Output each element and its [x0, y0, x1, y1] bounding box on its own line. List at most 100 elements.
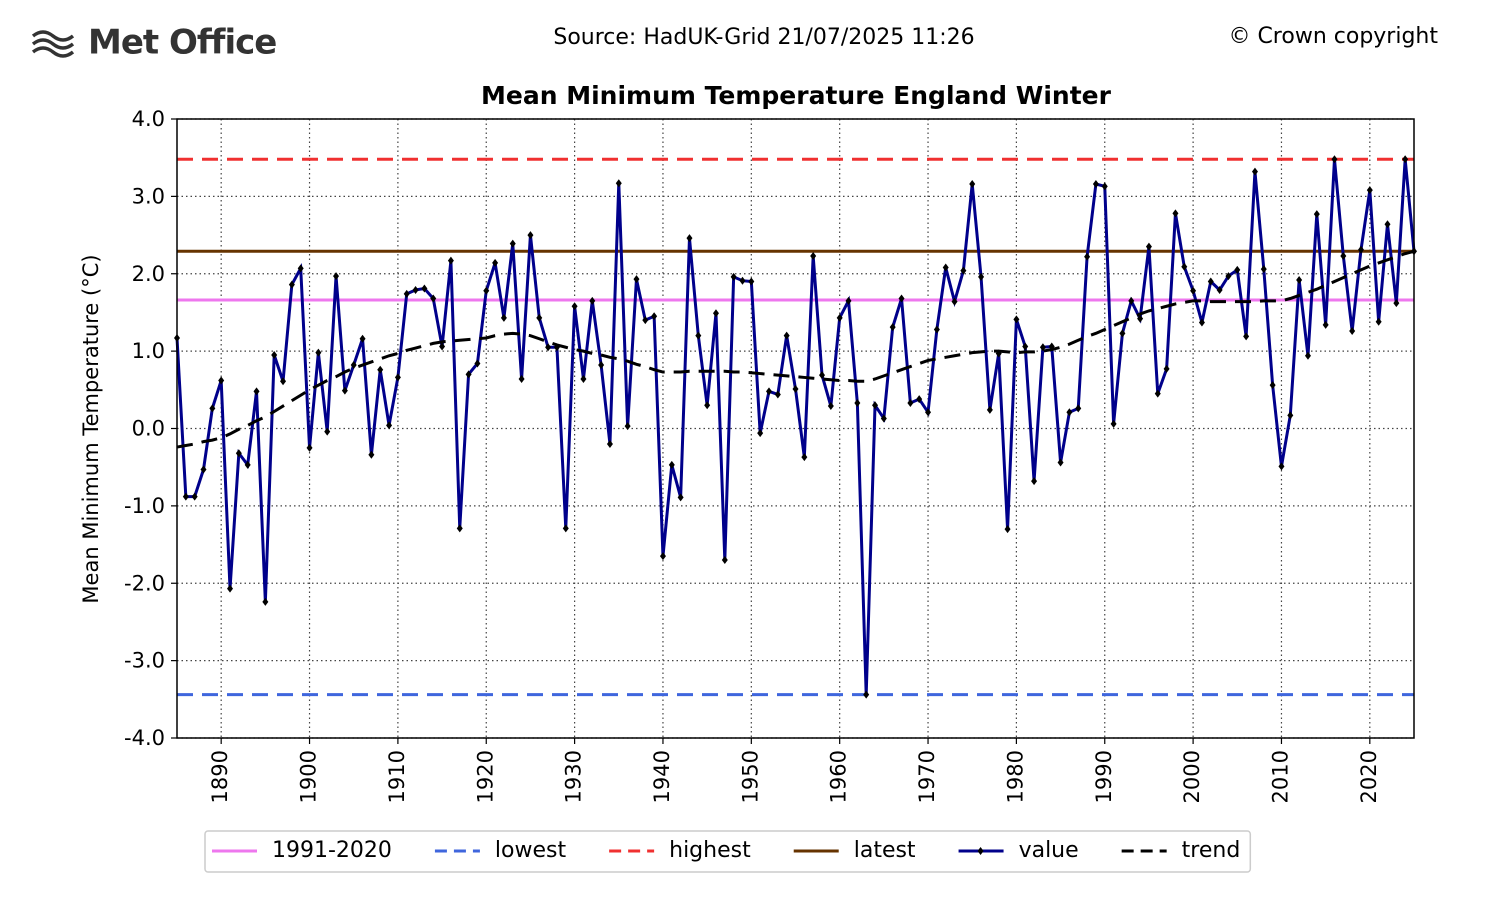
point-marker: [1313, 210, 1320, 219]
point-marker: [757, 429, 764, 438]
point-marker: [288, 280, 295, 289]
point-marker: [1304, 351, 1311, 360]
point-marker: [615, 179, 622, 188]
point-marker: [456, 524, 463, 533]
point-marker: [1366, 186, 1373, 195]
point-marker: [1198, 318, 1205, 327]
legend-label: value: [1019, 838, 1079, 863]
point-marker: [359, 334, 366, 343]
point-marker: [1101, 182, 1108, 191]
point-marker: [218, 376, 225, 385]
x-tick-label: 1900: [297, 750, 321, 803]
point-marker: [1287, 411, 1294, 420]
point-marker: [227, 584, 234, 593]
legend-label: lowest: [495, 838, 567, 863]
plot-frame: [176, 118, 1415, 739]
point-marker: [1402, 155, 1409, 164]
point-marker: [986, 405, 993, 414]
point-marker: [182, 492, 189, 501]
point-marker: [1022, 342, 1029, 351]
point-marker: [209, 404, 216, 413]
x-tick-label: 2000: [1180, 750, 1204, 803]
y-tick-label: -2.0: [124, 571, 165, 595]
point-marker: [306, 443, 313, 452]
point-marker: [978, 272, 985, 281]
point-marker: [633, 275, 640, 284]
point-marker: [677, 493, 684, 502]
x-tick-label: 1990: [1092, 750, 1116, 803]
logo-text: Met Office: [88, 23, 276, 63]
point-marker: [1084, 252, 1091, 261]
point-marker: [1137, 314, 1144, 323]
point-marker: [598, 361, 605, 370]
point-marker: [1278, 462, 1285, 471]
point-marker: [686, 234, 693, 243]
legend-label: latest: [854, 838, 916, 863]
point-marker: [765, 387, 772, 396]
legend-box: [204, 830, 1252, 873]
point-marker: [810, 251, 817, 260]
point-marker: [960, 266, 967, 275]
point-marker: [1331, 155, 1338, 164]
point-marker: [562, 524, 569, 533]
point-marker: [907, 398, 914, 407]
point-marker: [280, 377, 287, 386]
point-marker: [1234, 265, 1241, 274]
point-marker: [721, 556, 728, 565]
point-marker: [377, 365, 384, 374]
x-tick-label: 1950: [738, 750, 762, 803]
point-marker: [1243, 332, 1250, 341]
x-tick-label: 1980: [1003, 750, 1027, 803]
source: Source: HadUK-Grid 21/07/2025 11:26: [553, 25, 974, 50]
x-tick-label: 1970: [915, 750, 939, 803]
logo-wave: [31, 46, 75, 58]
point-marker: [642, 316, 649, 325]
point-marker: [651, 312, 658, 321]
point-marker: [1154, 389, 1161, 398]
point-marker: [536, 313, 543, 322]
point-marker: [951, 297, 958, 306]
point-marker: [1092, 179, 1099, 188]
point-marker: [1181, 262, 1188, 271]
chart-title: Mean Minimum Temperature England Winter: [481, 81, 1112, 110]
point-marker: [1128, 296, 1135, 305]
point-marker: [527, 231, 534, 240]
point-marker: [739, 276, 746, 285]
point-marker: [1393, 299, 1400, 308]
x-tick-label: 1890: [208, 750, 232, 803]
y-axis-label: Mean Minimum Temperature (°C): [79, 254, 103, 603]
point-marker: [474, 359, 481, 368]
point-marker: [925, 408, 932, 417]
point-marker: [1269, 381, 1276, 390]
point-marker: [863, 690, 870, 699]
point-marker: [200, 465, 207, 474]
point-marker: [1225, 272, 1232, 281]
point-marker: [854, 398, 861, 407]
point-marker: [1190, 286, 1197, 295]
point-marker: [447, 256, 454, 265]
y-tick-label: 2.0: [132, 262, 165, 286]
x-tick-label: 1960: [827, 750, 851, 803]
logo-wave: [31, 30, 75, 42]
point-marker: [509, 239, 516, 248]
point-marker: [712, 309, 719, 318]
point-marker: [1251, 167, 1258, 176]
point-marker: [571, 302, 578, 311]
point-marker: [350, 361, 357, 370]
point-marker: [439, 342, 446, 351]
legend-label: highest: [669, 838, 751, 863]
point-marker: [1375, 317, 1382, 326]
point-marker: [1207, 277, 1214, 286]
point-marker: [1004, 525, 1011, 534]
point-marker: [792, 385, 799, 394]
x-tick-label: 2010: [1268, 750, 1292, 803]
point-marker: [1340, 251, 1347, 260]
point-marker: [430, 294, 437, 303]
point-marker: [545, 343, 552, 352]
point-marker: [483, 286, 490, 295]
point-marker: [297, 264, 304, 273]
point-marker: [880, 414, 887, 423]
point-marker: [845, 296, 852, 305]
